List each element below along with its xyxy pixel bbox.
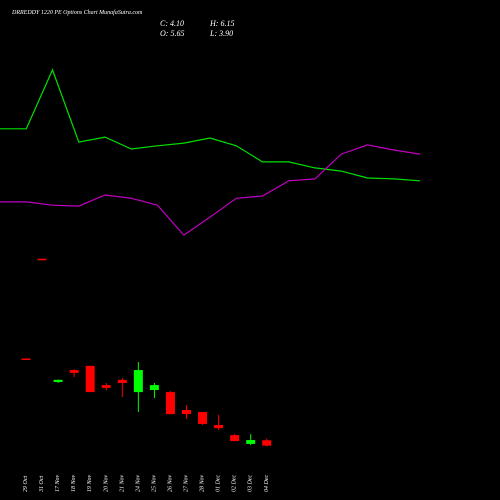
x-tick-label: 01 Dec: [216, 475, 222, 492]
x-tick-label: 29 Oct: [23, 476, 29, 492]
x-tick-label: 31 Oct: [39, 476, 45, 493]
x-tick-label: 18 Nov: [71, 474, 77, 492]
x-tick-label: 21 Nov: [119, 474, 125, 492]
x-tick-label: 17 Nov: [55, 474, 61, 492]
candle-body: [230, 435, 240, 442]
candle-body: [69, 370, 79, 373]
candle-body: [262, 440, 272, 446]
candle-body: [117, 379, 127, 383]
line-series: [0, 68, 421, 182]
x-tick-label: 28 Nov: [200, 474, 206, 492]
x-tick-label: 20 Nov: [103, 474, 109, 492]
candle-body: [133, 370, 143, 393]
low-label: L: 3.90: [209, 29, 233, 38]
x-tick-label: 25 Nov: [151, 474, 157, 492]
x-tick-label: 04 Dec: [263, 475, 270, 492]
close-label: C: 4.10: [160, 19, 184, 28]
candle-body: [53, 379, 63, 382]
open-label: O: 5.65: [160, 29, 184, 38]
high-label: H: 6.15: [209, 19, 234, 28]
candle-body: [246, 440, 256, 444]
candle-body: [85, 365, 95, 393]
candle-body: [214, 425, 224, 429]
candle-body: [37, 258, 47, 261]
candle-body: [165, 392, 175, 415]
x-tick-label: 02 Dec: [232, 475, 238, 492]
x-tick-label: 24 Nov: [134, 474, 141, 492]
x-tick-label: 27 Nov: [184, 474, 190, 492]
x-tick-label: 26 Nov: [167, 474, 173, 492]
candle-body: [198, 412, 208, 424]
candle-body: [21, 358, 31, 360]
candle-body: [149, 385, 159, 390]
candle-body: [101, 385, 111, 388]
line-series: [0, 144, 421, 236]
candle-body: [182, 409, 191, 415]
chart-title: DRREDDY 1220 PE Options Chart MunafaSutr…: [11, 9, 143, 16]
x-tick-label: 03 Dec: [248, 475, 254, 492]
x-tick-label: 19 Nov: [87, 474, 93, 492]
